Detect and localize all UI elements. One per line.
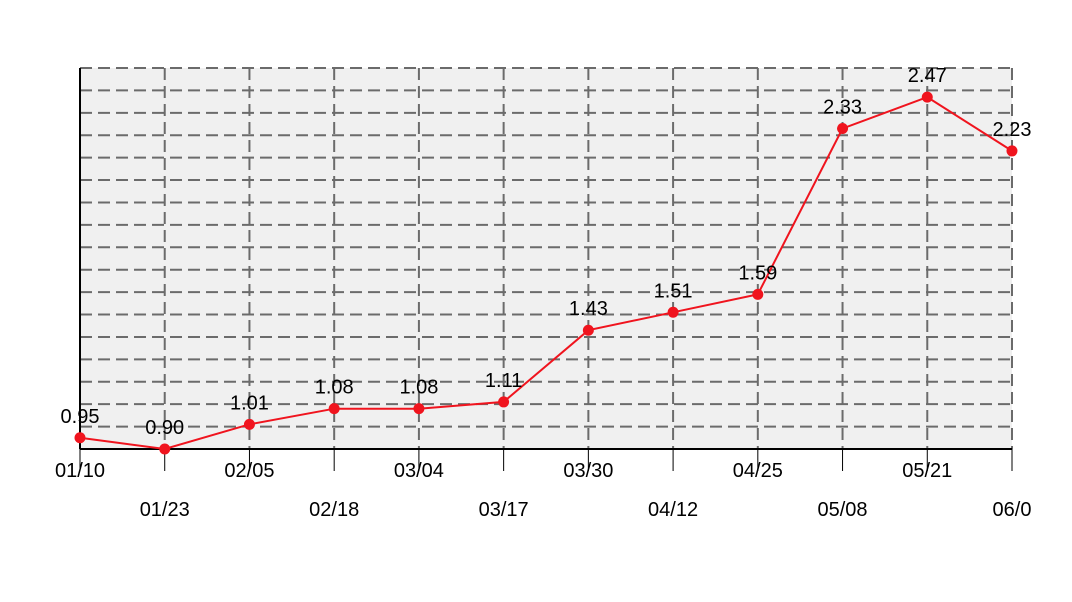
x-axis-ticks <box>79 449 1013 471</box>
data-point <box>243 418 255 430</box>
data-label: 2.23 <box>993 119 1032 141</box>
x-tick-label: 03/04 <box>394 460 444 482</box>
x-tick-label: 03/17 <box>479 499 529 521</box>
data-label: 1.08 <box>399 377 438 399</box>
data-label: 1.11 <box>485 370 522 392</box>
data-point <box>582 324 594 336</box>
data-label: 1.08 <box>315 377 354 399</box>
data-point <box>328 403 340 415</box>
data-point <box>498 396 510 408</box>
x-tick-label: 04/25 <box>733 460 783 482</box>
x-tick-label: 02/18 <box>309 499 359 521</box>
plot-area <box>80 68 1012 449</box>
data-labels: 0.95 0.90 1.01 1.08 1.08 1.11 1.43 1.51 1.59 2.33… <box>61 65 1032 439</box>
data-point <box>74 432 86 444</box>
data-label: 1.01 <box>230 392 269 414</box>
data-label: 1.51 <box>654 280 693 302</box>
x-axis-tick-labels: 01/10 01/23 02/05 02/18 03/04 03/17 03/30 04/12… <box>55 460 1032 521</box>
data-point <box>159 443 171 455</box>
vertical-gridlines <box>163 68 1013 449</box>
x-tick-label: 05/21 <box>902 460 952 482</box>
x-tick-label: 06/0 <box>993 499 1032 521</box>
series-line <box>79 95 1013 451</box>
x-tick-label: 05/08 <box>818 499 868 521</box>
x-tick-label: 03/30 <box>563 460 613 482</box>
data-label: 1.59 <box>738 262 777 284</box>
data-points <box>74 91 1018 455</box>
horizontal-gridlines <box>80 67 1012 428</box>
data-label: 2.47 <box>908 65 947 87</box>
data-label: 2.33 <box>823 97 862 119</box>
data-point <box>1006 145 1018 157</box>
x-tick-label: 04/12 <box>648 499 698 521</box>
x-tick-label: 01/10 <box>55 460 105 482</box>
data-point <box>667 306 679 318</box>
data-label: 0.90 <box>145 417 184 439</box>
x-tick-label: 02/05 <box>224 460 274 482</box>
x-tick-label: 01/23 <box>140 499 190 521</box>
data-point <box>413 403 425 415</box>
data-point <box>921 91 933 103</box>
data-point <box>837 123 849 135</box>
data-label: 0.95 <box>61 406 100 428</box>
data-point <box>752 288 764 300</box>
data-label: 1.43 <box>569 298 608 320</box>
